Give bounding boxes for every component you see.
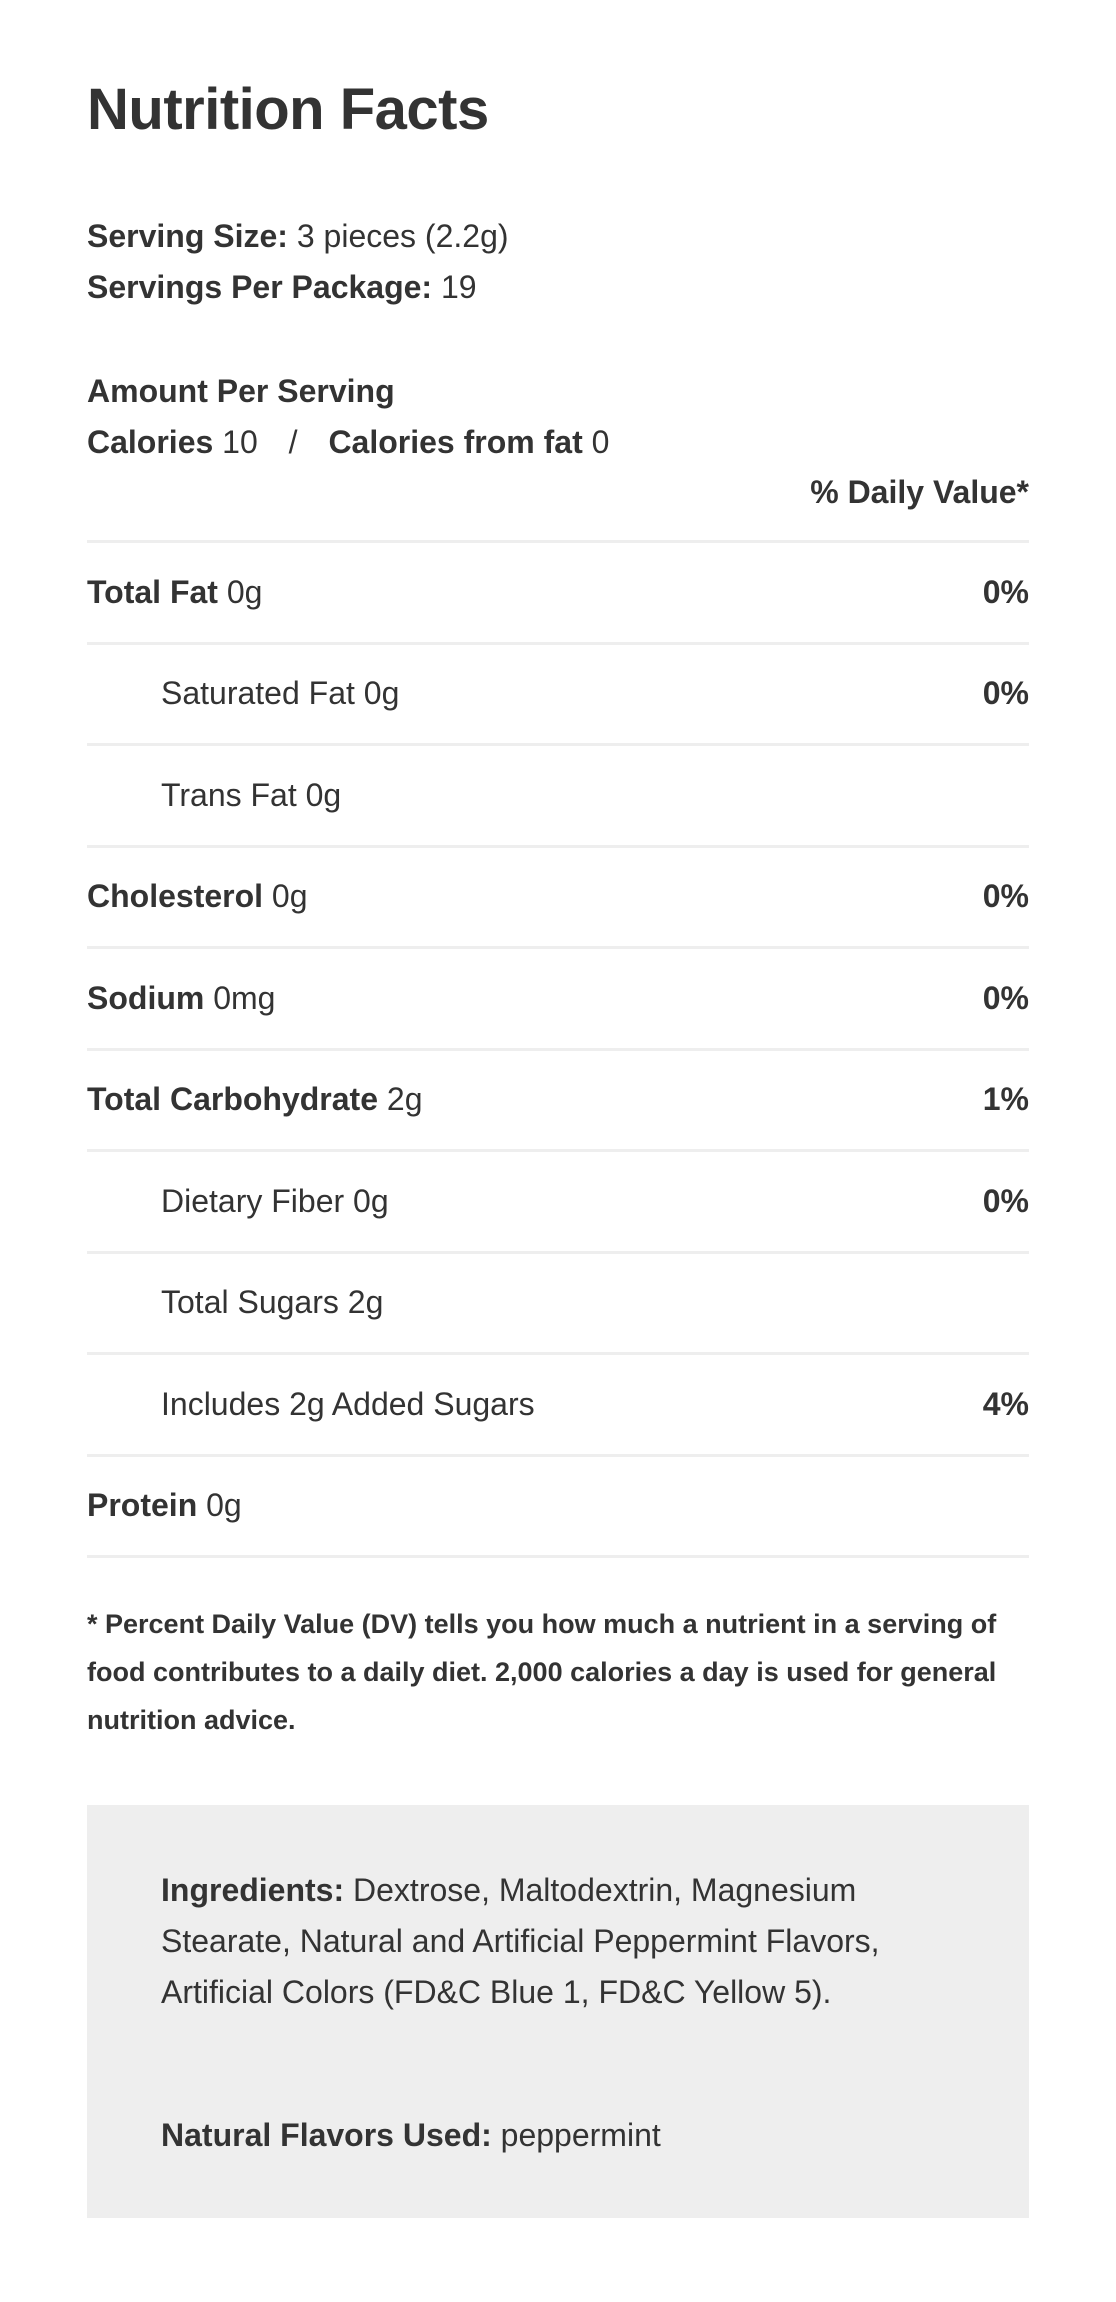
serving-size: Serving Size: 3 pieces (2.2g) xyxy=(87,211,509,262)
nutrient-daily-value: 0% xyxy=(982,979,1029,1016)
nutrient-label: Total Fat xyxy=(87,573,218,610)
nutrient-name: Saturated Fat 0g xyxy=(87,675,399,712)
nutrient-daily-value: 0% xyxy=(982,675,1029,712)
daily-value-header: % Daily Value* xyxy=(810,474,1029,510)
nutrient-label: Dietary Fiber xyxy=(161,1182,345,1219)
nutrient-daily-value: 1% xyxy=(982,1081,1029,1118)
nutrient-label: Cholesterol xyxy=(87,878,264,915)
nutrient-row: Includes 2g Added Sugars 4% xyxy=(87,1355,1029,1457)
nutrient-name: Protein 0g xyxy=(87,1487,242,1524)
nutrient-name: Cholesterol 0g xyxy=(87,878,308,915)
calories-label: Calories xyxy=(87,424,214,460)
nutrient-label: Total Sugars xyxy=(161,1284,339,1321)
nutrient-row: Protein 0g xyxy=(87,1457,1029,1558)
natural-flavors-label: Natural Flavors Used: xyxy=(161,2117,492,2153)
nutrient-name: Dietary Fiber 0g xyxy=(87,1183,389,1220)
ingredients-value: Dextrose, Maltodextrin, Magnesium Steara… xyxy=(161,1872,880,2010)
nutrient-daily-value: 0% xyxy=(982,1182,1029,1219)
serving-size-label: Serving Size: xyxy=(87,218,288,254)
nutrient-amount: 2g xyxy=(347,1284,384,1321)
nutrient-amount: 0g xyxy=(363,675,400,712)
nutrient-row: Sodium 0mg 0% xyxy=(87,949,1029,1051)
nutrient-label: Total Carbohydrate xyxy=(87,1081,378,1118)
natural-flavors: Natural Flavors Used: peppermint xyxy=(161,2110,921,2161)
calories-value: 10 xyxy=(222,424,258,460)
natural-flavors-value: peppermint xyxy=(500,2117,661,2153)
nutrient-label: Trans Fat xyxy=(161,776,297,813)
nutrient-row: Total Sugars 2g xyxy=(87,1254,1029,1355)
page-title: Nutrition Facts xyxy=(87,77,489,142)
calories-line: Calories 10 / Calories from fat 0 xyxy=(87,417,609,468)
ingredients: Ingredients: Dextrose, Maltodextrin, Mag… xyxy=(161,1865,921,2018)
nutrient-label: Protein xyxy=(87,1487,198,1524)
nutrient-amount: 0g xyxy=(271,878,308,915)
calories-fat-value: 0 xyxy=(591,424,610,460)
nutrient-row: Total Carbohydrate 2g 1% xyxy=(87,1051,1029,1152)
nutrient-name: Total Sugars 2g xyxy=(87,1284,383,1321)
servings-per-package: Servings Per Package: 19 xyxy=(87,262,477,313)
calories-fat-label: Calories from fat xyxy=(328,424,583,460)
nutrient-row: Cholesterol 0g 0% xyxy=(87,848,1029,949)
nutrient-amount: 0g xyxy=(305,776,342,813)
nutrient-amount: 0g xyxy=(353,1182,389,1219)
nutrient-row: Total Fat 0g 0% xyxy=(87,543,1029,645)
nutrient-daily-value: 0% xyxy=(982,878,1029,915)
nutrient-label: Includes 2g Added Sugars xyxy=(161,1385,535,1422)
nutrient-name: Total Carbohydrate 2g xyxy=(87,1081,422,1118)
ingredients-label: Ingredients: xyxy=(161,1872,345,1908)
nutrient-table: Total Fat 0g 0% Saturated Fat 0g 0% Trans Fa… xyxy=(87,540,1029,1558)
calories-separator: / xyxy=(288,424,298,460)
nutrient-amount: 0g xyxy=(226,573,263,610)
nutrient-amount: 0g xyxy=(206,1487,242,1524)
servings-value: 19 xyxy=(440,269,477,305)
nutrient-label: Saturated Fat xyxy=(161,675,355,712)
nutrient-name: Sodium 0mg xyxy=(87,980,275,1017)
amount-per-serving: Amount Per Serving xyxy=(87,366,395,417)
nutrient-amount: 2g xyxy=(386,1081,423,1118)
nutrient-name: Total Fat 0g xyxy=(87,574,262,611)
nutrient-row: Dietary Fiber 0g 0% xyxy=(87,1152,1029,1254)
nutrient-daily-value: 4% xyxy=(982,1385,1029,1422)
serving-size-value: 3 pieces (2.2g) xyxy=(296,218,509,254)
nutrient-name: Trans Fat 0g xyxy=(87,777,341,814)
servings-label: Servings Per Package: xyxy=(87,269,433,305)
nutrient-name: Includes 2g Added Sugars xyxy=(87,1386,535,1423)
nutrient-amount: 0mg xyxy=(213,979,276,1016)
nutrient-daily-value: 0% xyxy=(982,573,1029,610)
nutrient-row: Trans Fat 0g xyxy=(87,746,1029,848)
nutrient-row: Saturated Fat 0g 0% xyxy=(87,645,1029,746)
amount-per-serving-label: Amount Per Serving xyxy=(87,373,395,409)
footnote: * Percent Daily Value (DV) tells you how… xyxy=(87,1609,997,1735)
ingredients-box: Ingredients: Dextrose, Maltodextrin, Mag… xyxy=(87,1805,1029,2218)
nutrient-label: Sodium xyxy=(87,979,205,1016)
